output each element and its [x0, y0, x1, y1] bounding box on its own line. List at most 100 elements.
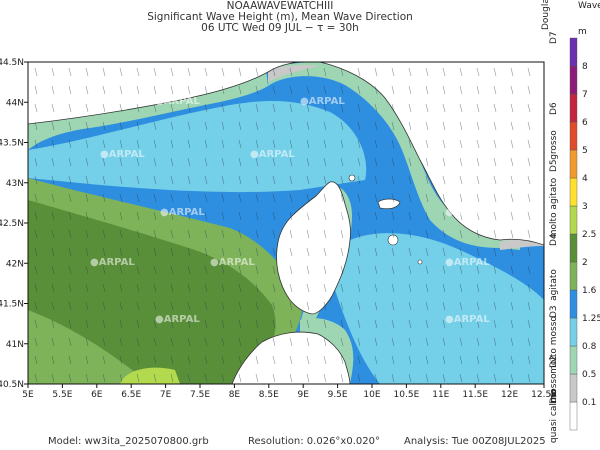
legend-swatch — [569, 149, 578, 179]
douglas-label: D6 — [549, 102, 559, 115]
legend-title: Wave height — [578, 1, 600, 11]
watermark-text: ●ARPAL — [445, 207, 490, 218]
map-subtitle: Significant Wave Height (m), Mean Wave D… — [147, 11, 413, 23]
watermark-text: ●ARPAL — [445, 314, 490, 325]
lat-tick-label: 44N — [6, 98, 24, 108]
latitude-axis: 44.5N 44N 43.5N 43N 42.5N 42N 41.5N 41N 40.5N — [0, 58, 28, 390]
douglas-word: quasi calmo — [549, 388, 559, 443]
legend-swatch — [569, 37, 578, 67]
analysis-info: Analysis: Tue 00Z08JUL2025 — [404, 436, 546, 447]
wave-direction-arrows — [34, 67, 531, 383]
watermark-text: ●ARPAL — [300, 404, 345, 415]
arpal-watermarks: ●ARPAL ●ARPAL ●ARPAL ●ARPAL ●ARPAL ●ARPAL ●ARP… — [90, 96, 490, 415]
lon-tick-label: 12E — [501, 390, 518, 400]
douglas-label: D2 — [549, 355, 559, 368]
lat-tick-label: 43N — [6, 179, 24, 189]
lat-tick-label: 40.5N — [0, 380, 24, 390]
watermark-text: ●ARPAL — [155, 314, 200, 325]
lon-tick-label: 8E — [229, 390, 241, 400]
legend-swatch — [569, 233, 578, 263]
legend-swatch — [569, 345, 578, 375]
lat-tick-label: 42N — [6, 259, 24, 269]
lat-tick-label: 44.5N — [0, 58, 24, 68]
watermark-text: ●ARPAL — [300, 207, 345, 218]
douglas-label: D7 — [549, 31, 559, 44]
elba-island — [377, 198, 401, 210]
sardinia-land — [231, 331, 351, 384]
wave-zone-1-25 — [28, 100, 367, 193]
legend-level: 2 — [582, 258, 588, 268]
lon-tick-label: 7.5E — [190, 390, 210, 400]
wave-height-legend: Wave height m Douglas scale 0.1 0.5 0.8 1.2… — [541, 0, 600, 443]
douglas-label: D1 — [549, 391, 559, 404]
lon-tick-label: 9E — [297, 390, 309, 400]
douglas-word: molto mosso — [549, 316, 559, 374]
watermark-text: ●ARPAL — [155, 96, 200, 107]
douglas-title: Douglas scale — [541, 0, 551, 30]
lon-tick-label: 5E — [22, 390, 34, 400]
lon-tick-label: 7E — [160, 390, 172, 400]
corsica-land — [276, 181, 351, 315]
legend-swatch — [569, 93, 578, 123]
douglas-word: molto agitato — [549, 177, 559, 238]
legend-swatch — [569, 289, 578, 319]
legend-swatch — [569, 373, 578, 403]
legend-swatch — [569, 401, 578, 431]
watermark-text: ●ARPAL — [445, 96, 490, 107]
watermark-text: ●ARPAL — [90, 257, 135, 268]
map-area: ●ARPAL ●ARPAL ●ARPAL ●ARPAL ●ARPAL ●ARPAL ●ARP… — [28, 62, 544, 415]
legend-swatch — [569, 205, 578, 235]
legend-level: 7 — [582, 90, 588, 100]
douglas-label: D4 — [549, 233, 559, 246]
legend-swatch — [569, 317, 578, 347]
lat-tick-label: 42.5N — [0, 219, 24, 229]
legend-level: 0.1 — [582, 398, 596, 408]
watermark-text: ●ARPAL — [300, 96, 345, 107]
lon-tick-label: 11E — [432, 390, 449, 400]
lat-tick-label: 43.5N — [0, 139, 24, 149]
douglas-word: grosso — [549, 130, 559, 160]
wave-zone-2-5 — [28, 200, 276, 384]
lat-tick-label: 41N — [6, 340, 24, 350]
lon-tick-label: 10E — [363, 390, 380, 400]
lon-tick-label: 11.5E — [462, 390, 488, 400]
watermark-text: ●ARPAL — [160, 207, 205, 218]
legend-level: 2.5 — [582, 230, 596, 240]
lon-tick-label: 6.5E — [121, 390, 141, 400]
legend-level: 1.25 — [582, 314, 600, 324]
legend-color-bar — [569, 37, 578, 431]
legend-level: 3 — [582, 202, 588, 212]
legend-level-labels: 0.1 0.5 0.8 1.25 1.6 2 2.5 3 4 5 6 7 8 — [582, 62, 600, 408]
watermark-text: ●ARPAL — [100, 149, 145, 160]
douglas-label: D5 — [549, 159, 559, 172]
legend-level: 0.8 — [582, 342, 597, 352]
forecast-time: 06 UTC Wed 09 JUL − τ = 30h — [201, 22, 359, 34]
watermark-text: ●ARPAL — [210, 257, 255, 268]
legend-swatch — [569, 261, 578, 291]
legend-level: 5 — [582, 146, 588, 156]
legend-level: 4 — [582, 174, 588, 184]
watermark-text: ●ARPAL — [445, 257, 490, 268]
douglas-word: mosso — [549, 373, 559, 403]
mainland-land — [28, 62, 544, 246]
lon-tick-label: 6E — [91, 390, 103, 400]
lon-tick-label: 10.5E — [394, 390, 420, 400]
legend-unit: m — [578, 27, 587, 37]
longitude-axis: 5E 5.5E 6E 6.5E 7E 7.5E 8E 8.5E 9E 9.5E 10E 10.5E 11… — [22, 384, 557, 400]
legend-level: 0.5 — [582, 370, 596, 380]
watermark-text: ●ARPAL — [445, 149, 490, 160]
legend-level: 6 — [582, 118, 588, 128]
legend-swatch — [569, 177, 578, 207]
lon-tick-label: 5.5E — [52, 390, 72, 400]
lat-tick-label: 41.5N — [0, 300, 24, 310]
legend-level: 1.6 — [582, 286, 597, 296]
lon-tick-label: 8.5E — [259, 390, 279, 400]
wave-zone-0-5 — [268, 65, 320, 82]
resolution-info: Resolution: 0.026°x0.020° — [248, 436, 380, 447]
douglas-label: D3 — [549, 305, 559, 318]
legend-level: 8 — [582, 62, 588, 72]
map-title: NOAAWAVEWATCHIII — [226, 0, 334, 12]
watermark-text: ●ARPAL — [250, 149, 295, 160]
